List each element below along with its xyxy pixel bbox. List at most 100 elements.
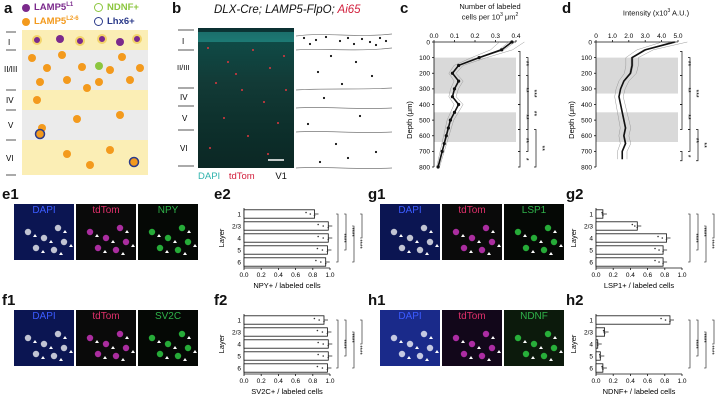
g1-cell: [478, 246, 486, 254]
bar-f2-xtick-label: 0.0: [239, 378, 248, 385]
d-ytick-label: 400: [581, 102, 592, 109]
ndnf-cell-icon: [95, 62, 103, 70]
bar-f2-data-point: [316, 329, 319, 332]
e1-cell: [40, 234, 48, 242]
e1-cell: [148, 228, 156, 236]
arrowhead-icon: [497, 244, 501, 247]
bar-h2-data-point: [602, 368, 604, 371]
panel-f1-label: f1: [2, 292, 16, 309]
arrowhead-icon: [33, 234, 37, 237]
bar-e2-data-point: [313, 214, 316, 217]
bar-h2-xtick-label: 0.0: [591, 378, 600, 385]
arrowhead-icon: [157, 234, 161, 237]
c-ylabel: Depth (μm): [405, 101, 414, 139]
c-ytick-label: 0: [426, 39, 430, 46]
bar-f2-ylabel: Layer: [217, 334, 226, 353]
bar-f2-category-label: 4: [237, 341, 241, 348]
bar-g2-data-point: [661, 237, 664, 239]
arrowhead-icon: [429, 336, 433, 339]
arrowhead-icon: [559, 350, 563, 353]
c-sig-bracket: [518, 75, 521, 105]
bar-e2-data-point: [309, 213, 312, 215]
bar-g2-data-point: [654, 259, 656, 262]
g1-cell: [488, 238, 496, 246]
g1-cell: [482, 224, 490, 232]
bar-h2-sig-bracket: [712, 319, 715, 345]
bar-h2-category-label: 2/3: [584, 329, 593, 336]
c-xtick-label: 0.3: [491, 33, 500, 40]
bar-g2-data-point: [654, 247, 656, 250]
arrowhead-icon: [41, 250, 45, 253]
d-xtick-label: 4.0: [657, 33, 666, 40]
c-mean-line: [437, 41, 513, 168]
g1-cell: [426, 238, 434, 246]
g1-channel-image: DAPI: [380, 204, 440, 260]
arrowhead-icon: [477, 346, 481, 349]
arrowhead-icon: [425, 252, 429, 255]
bar-e2-xtick-label: 0.6: [291, 272, 300, 279]
bar-h2-category-label: 6: [589, 365, 593, 372]
d-xtick-label: 2.0: [624, 33, 633, 40]
c-trace: [439, 41, 525, 168]
c-data-point: [450, 71, 455, 75]
h1-channel-image: tdTom: [442, 310, 502, 366]
bar-f2-data-point: [323, 320, 325, 323]
layer-label-ii-iii: II/III: [4, 65, 17, 74]
bar-f2-xlabel: SV2C+ / labeled cells: [251, 387, 323, 396]
h1-cell: [420, 330, 428, 338]
bar-h2-category-label: 1: [589, 317, 593, 324]
bar-h2-sig-label: ****: [716, 327, 720, 337]
legend-lhx6: Lhx6+: [107, 16, 135, 27]
c-xtick-label: 0.1: [450, 33, 459, 40]
arrowhead-icon: [103, 356, 107, 359]
arrowhead-icon: [415, 240, 419, 243]
d-ytick-label: 100: [581, 55, 592, 62]
bar-f2-sig-label: ****: [348, 333, 354, 343]
f1-channel-image: DAPI: [14, 310, 74, 366]
c-sig-label: **: [538, 146, 545, 152]
panel-b-title: DLX-Cre; LAMP5-FlpO; Ai65: [214, 4, 361, 16]
f1-channel-label: DAPI: [32, 311, 56, 322]
h1-cell: [522, 350, 530, 358]
e1-channel-label: tdTom: [92, 205, 120, 216]
bar-g2-data-point: [601, 213, 604, 215]
c-xtick-label: 0.0: [429, 33, 438, 40]
panel-e1-label: e1: [2, 186, 19, 203]
e1-cell: [116, 224, 124, 232]
bar-f2-sig-label: ****: [340, 339, 346, 349]
bar-e2-data-point: [321, 249, 324, 251]
h1-cell: [406, 340, 414, 348]
bar-e2-sig-bracket: [352, 225, 355, 263]
bar-e2-bar: [243, 257, 327, 267]
arrowhead-icon: [469, 356, 473, 359]
bar-e2-category-label: 6: [237, 259, 241, 266]
bar-h2-data-point: [660, 317, 662, 320]
bar-e2-ylabel: Layer: [217, 228, 226, 247]
h1-cell: [452, 334, 460, 342]
h1-cell: [488, 344, 496, 352]
bar-h2-data-point: [603, 331, 605, 333]
bar-g2-data-point: [657, 235, 659, 238]
bar-h2-category-label: 5: [589, 353, 593, 360]
e1-cell: [174, 246, 182, 254]
arrowhead-icon: [125, 336, 129, 339]
e1-cell: [94, 244, 102, 252]
bar-e2-data-point: [322, 225, 325, 227]
bar-e2-bar: [243, 221, 329, 231]
bar-g2-sig-label: ****: [708, 239, 714, 249]
c-data-point: [457, 79, 461, 83]
e1-cell: [112, 246, 120, 254]
d-ytick-label: 500: [581, 117, 592, 124]
f1-cell: [174, 352, 182, 360]
c-data-point: [440, 149, 444, 153]
c-ytick-label: 600: [419, 133, 430, 140]
bar-g2-data-point: [658, 261, 660, 263]
panel-c-xlabel: Number of labeled cells per 103 μm2: [430, 2, 550, 22]
c-xlabel-unit: μm: [502, 12, 516, 22]
bar-e2-bar: [243, 245, 328, 255]
bar-h2-data-point: [596, 343, 599, 345]
bar-f2-bar: [243, 315, 325, 325]
bar-e2-category-label: 4: [237, 235, 241, 242]
bar-h2-sig-bracket: [696, 319, 699, 357]
panel-d-xlabel: Intensity (x103 A.U.): [596, 8, 716, 18]
